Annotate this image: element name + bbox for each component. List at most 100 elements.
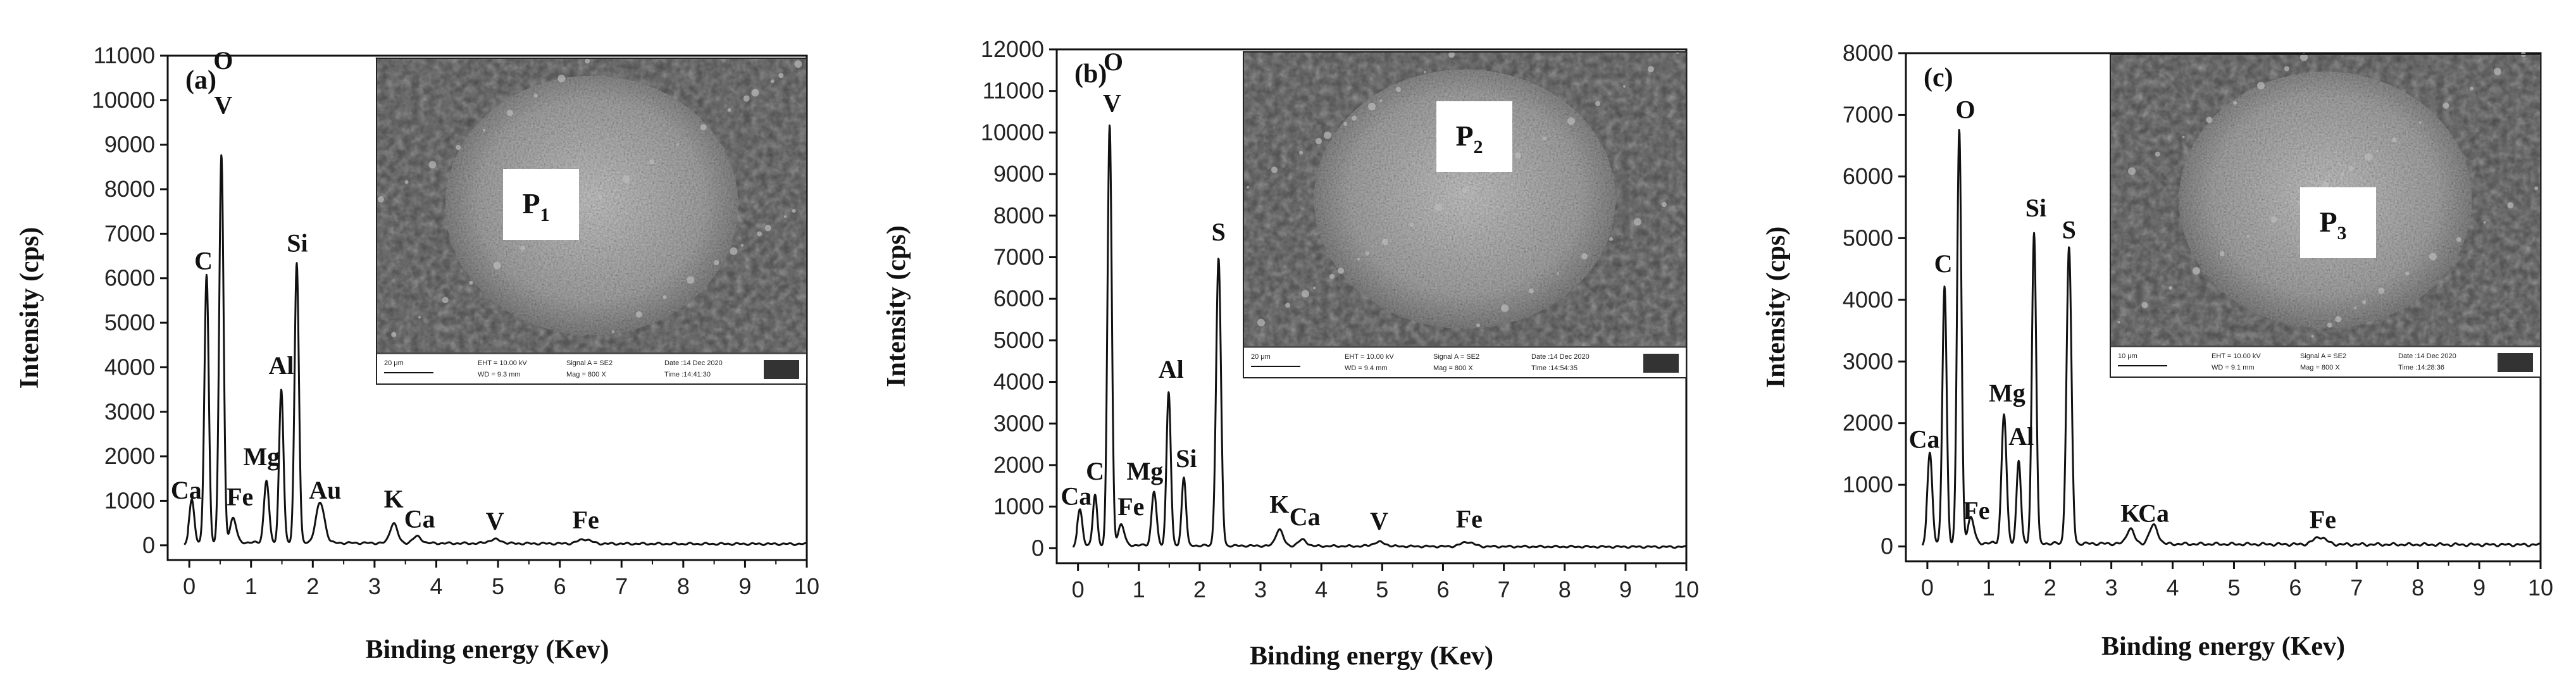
particle-speck: [1529, 288, 1534, 294]
x-tick-label: 3: [1254, 576, 1267, 602]
particle-speck: [2354, 306, 2357, 309]
x-tick-label: 7: [1498, 576, 1510, 602]
particle-speck: [2128, 167, 2136, 175]
peak-label: K: [1269, 490, 1289, 519]
y-tick-label: 1000: [104, 487, 155, 513]
particle-speck: [792, 209, 796, 213]
y-tick-label: 3000: [104, 399, 155, 425]
particle-speck: [377, 196, 384, 202]
particle-speck: [2470, 87, 2474, 90]
particle-speck: [2418, 121, 2422, 124]
particle-speck: [2182, 135, 2185, 139]
sem-frame: [1243, 51, 1687, 378]
particle-speck: [1476, 323, 1480, 328]
peak-label: S: [2062, 215, 2076, 244]
particle-speck: [1434, 203, 1442, 211]
particle-speck: [2284, 66, 2289, 72]
y-tick-label: 5000: [993, 327, 1044, 353]
particle-speck: [1623, 85, 1626, 88]
x-tick-label: 8: [1559, 576, 1571, 602]
particle-speck: [1515, 152, 1521, 159]
particle-speck: [1329, 273, 1335, 279]
particle-speck: [2193, 267, 2200, 275]
particle-speck: [700, 124, 707, 131]
x-tick-label: 4: [2167, 575, 2179, 601]
y-tick-label: 6000: [993, 285, 1044, 311]
wd-text: WD = 9.4 mm: [1345, 364, 1388, 372]
peak-label: Ca: [404, 505, 435, 533]
date-text: Date :14 Dec 2020: [664, 359, 723, 367]
particle-speck: [456, 145, 461, 151]
y-tick-label: 0: [142, 532, 155, 558]
particle-speck: [727, 108, 731, 112]
particle-speck: [585, 58, 590, 64]
x-tick-label: 3: [368, 573, 381, 599]
particle-speck: [442, 297, 449, 304]
y-tick-label: 5000: [104, 309, 155, 335]
peak-label: Fe: [1117, 492, 1144, 521]
x-tick-label: 6: [554, 573, 566, 599]
particle-speck: [2270, 216, 2277, 223]
particle-speck: [1285, 302, 1290, 308]
particle-speck: [2442, 103, 2449, 109]
x-tick-label: 3: [2105, 575, 2118, 601]
x-tick-label: 10: [1674, 576, 1699, 602]
particle-speck: [2300, 53, 2308, 61]
particle-speck: [493, 261, 501, 270]
particle-speck: [2141, 302, 2148, 308]
particle-speck: [764, 225, 771, 232]
y-tick-label: 2000: [993, 452, 1044, 478]
x-tick-label: 5: [1376, 576, 1388, 602]
particle-label: P2: [1455, 120, 1483, 158]
particle-speck: [533, 94, 538, 98]
signal-text: Signal A = SE2: [1433, 353, 1479, 361]
particle-speck: [2335, 316, 2342, 323]
x-tick-label: 5: [492, 573, 504, 599]
particle-speck: [1581, 253, 1588, 260]
y-axis-label: Intensity (cps): [882, 225, 911, 387]
particle-speck: [2534, 186, 2539, 190]
x-tick-label: 5: [2227, 575, 2240, 601]
x-tick-label: 2: [2044, 575, 2056, 601]
particle-speck: [1247, 185, 1249, 189]
y-tick-label: 4000: [104, 354, 155, 380]
particle-speck: [2375, 150, 2379, 153]
peak-label: Ca: [1061, 482, 1092, 510]
panel-tag: (c): [1924, 63, 1953, 92]
peak-label: S: [1212, 218, 1226, 246]
x-tick-label: 0: [1921, 575, 1934, 601]
particle-speck: [483, 128, 485, 132]
sem-info-bar: [376, 353, 807, 385]
time-text: Time :14:28:36: [2398, 364, 2444, 371]
peak-label: Ca: [1290, 502, 1321, 531]
particle-speck: [2233, 101, 2237, 105]
y-tick-label: 7000: [993, 244, 1044, 270]
particle-speck: [1316, 138, 1322, 145]
particle-speck: [1410, 223, 1414, 227]
particle-speck: [1662, 202, 1667, 208]
particle-speck: [1424, 70, 1426, 73]
particle-speck: [1368, 103, 1376, 111]
particle-speck: [1609, 237, 1613, 241]
particle-speck: [687, 276, 695, 284]
date-text: Date :14 Dec 2020: [2398, 352, 2456, 360]
y-tick-label: 4000: [1843, 287, 1893, 313]
particle-speck: [635, 311, 642, 318]
particle-speck: [2362, 300, 2367, 304]
zeiss-logo: [764, 360, 799, 379]
particle-speck: [2117, 321, 2120, 323]
y-tick-label: 11000: [94, 42, 155, 68]
peak-label: Fe: [573, 506, 599, 534]
y-tick-label: 3000: [993, 410, 1044, 436]
peak-label: Fe: [1963, 496, 1989, 525]
particle-speck: [1357, 258, 1360, 261]
spectrum-line: [184, 154, 807, 546]
particle-speck: [1324, 131, 1331, 139]
x-axis-label: Binding energy (Kev): [2101, 632, 2345, 661]
sem-inset: 20 μm EHT = 10.00 kV WD = 9.4 mm Signal A =…: [1243, 50, 1687, 378]
particle-speck: [2311, 335, 2314, 338]
y-tick-label: 1000: [1843, 471, 1893, 497]
signal-text: Signal A = SE2: [566, 359, 613, 367]
particle-speck: [2405, 271, 2410, 276]
